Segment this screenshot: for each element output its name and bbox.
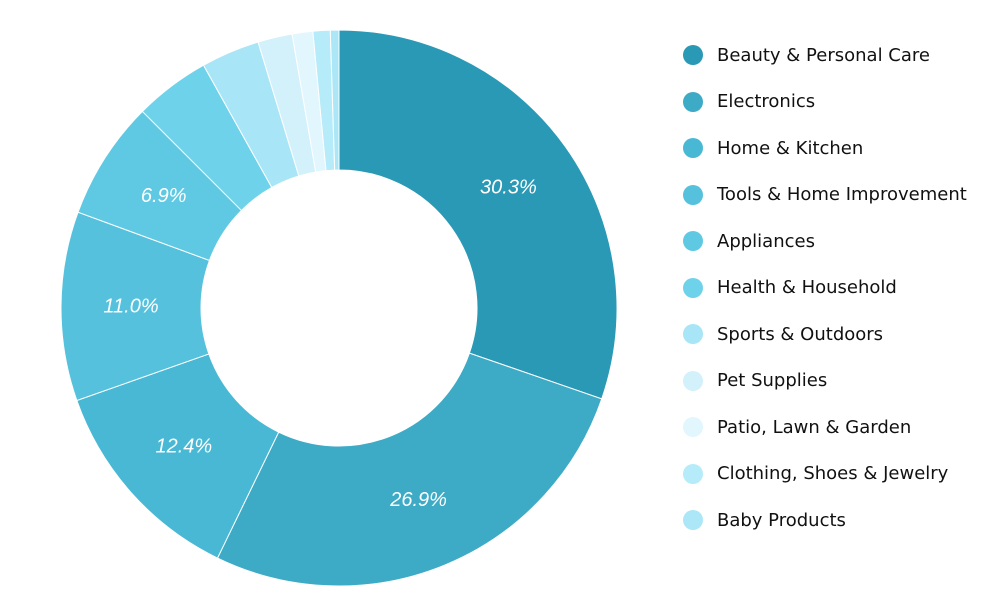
legend-item: Electronics bbox=[683, 79, 993, 126]
legend-item: Patio, Lawn & Garden bbox=[683, 404, 993, 451]
legend-item: Sports & Outdoors bbox=[683, 311, 993, 358]
legend-swatch bbox=[683, 277, 703, 298]
legend-swatch bbox=[683, 91, 703, 112]
legend-item: Beauty & Personal Care bbox=[683, 32, 993, 79]
legend-swatch bbox=[683, 138, 703, 159]
slice-label-3: 11.0% bbox=[103, 296, 158, 318]
legend-swatch bbox=[683, 45, 703, 66]
legend-swatch bbox=[683, 510, 703, 531]
legend-item: Tools & Home Improvement bbox=[683, 172, 993, 219]
donut-slice-1 bbox=[216, 352, 603, 587]
slice-label-0: 30.3% bbox=[480, 176, 537, 198]
donut-slice-10 bbox=[329, 29, 340, 171]
legend-label: Beauty & Personal Care bbox=[717, 44, 930, 66]
legend-label: Sports & Outdoors bbox=[717, 323, 884, 345]
legend-swatch bbox=[683, 184, 703, 205]
legend-label: Baby Products bbox=[717, 509, 846, 531]
slice-label-2: 12.4% bbox=[155, 436, 212, 458]
legend-label: Patio, Lawn & Garden bbox=[717, 416, 912, 438]
legend-item: Pet Supplies bbox=[683, 358, 993, 405]
legend-swatch bbox=[683, 417, 703, 438]
legend-item: Home & Kitchen bbox=[683, 125, 993, 172]
legend-label: Tools & Home Improvement bbox=[717, 184, 967, 206]
legend-item: Clothing, Shoes & Jewelry bbox=[683, 451, 993, 498]
slice-label-4: 6.9% bbox=[141, 185, 187, 207]
legend-label: Electronics bbox=[717, 91, 816, 113]
legend-swatch bbox=[683, 463, 703, 484]
legend-label: Appliances bbox=[717, 230, 815, 252]
donut-slice-0 bbox=[338, 29, 618, 400]
legend-item: Appliances bbox=[683, 218, 993, 265]
legend-label: Clothing, Shoes & Jewelry bbox=[717, 463, 949, 485]
legend-label: Health & Household bbox=[717, 277, 897, 299]
slice-label-1: 26.9% bbox=[389, 489, 447, 511]
legend-label: Home & Kitchen bbox=[717, 137, 864, 159]
donut-slices bbox=[60, 29, 618, 587]
legend: Beauty & Personal Care Electronics Home & … bbox=[683, 32, 993, 544]
legend-item: Baby Products bbox=[683, 497, 993, 544]
legend-swatch bbox=[683, 324, 703, 345]
donut-slice-2 bbox=[76, 353, 280, 559]
legend-swatch bbox=[683, 231, 703, 252]
legend-label: Pet Supplies bbox=[717, 370, 828, 392]
slice-labels: 30.3% 26.9% 12.4% 11.0% 6.9% bbox=[103, 176, 536, 511]
legend-swatch bbox=[683, 370, 703, 391]
legend-item: Health & Household bbox=[683, 265, 993, 312]
